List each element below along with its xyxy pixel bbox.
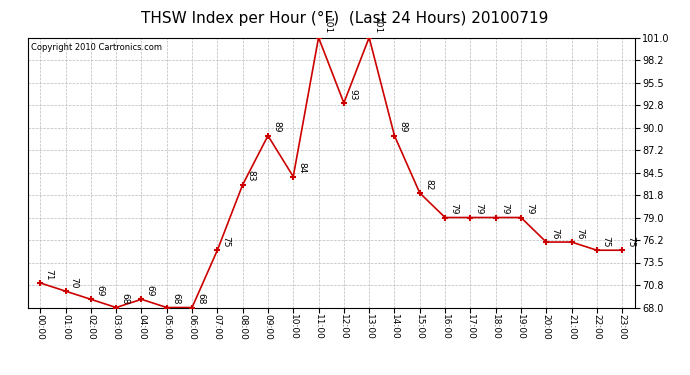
Text: 70: 70 bbox=[70, 277, 79, 288]
Text: 68: 68 bbox=[171, 293, 180, 305]
Text: Copyright 2010 Cartronics.com: Copyright 2010 Cartronics.com bbox=[30, 43, 161, 52]
Text: 76: 76 bbox=[551, 228, 560, 239]
Text: 71: 71 bbox=[44, 268, 53, 280]
Text: 89: 89 bbox=[399, 122, 408, 133]
Text: 75: 75 bbox=[601, 236, 610, 248]
Text: THSW Index per Hour (°F)  (Last 24 Hours) 20100719: THSW Index per Hour (°F) (Last 24 Hours)… bbox=[141, 11, 549, 26]
Text: 89: 89 bbox=[272, 122, 281, 133]
Text: 75: 75 bbox=[627, 236, 635, 248]
Text: 69: 69 bbox=[146, 285, 155, 297]
Text: 68: 68 bbox=[120, 293, 129, 305]
Text: 79: 79 bbox=[525, 203, 534, 215]
Text: 83: 83 bbox=[247, 171, 256, 182]
Text: 68: 68 bbox=[196, 293, 205, 305]
Text: 101: 101 bbox=[373, 18, 382, 35]
Text: 79: 79 bbox=[500, 203, 509, 215]
Text: 101: 101 bbox=[323, 18, 332, 35]
Text: 82: 82 bbox=[424, 179, 433, 190]
Text: 79: 79 bbox=[449, 203, 458, 215]
Text: 76: 76 bbox=[575, 228, 584, 239]
Text: 79: 79 bbox=[475, 203, 484, 215]
Text: 75: 75 bbox=[221, 236, 230, 248]
Text: 84: 84 bbox=[297, 162, 306, 174]
Text: 93: 93 bbox=[348, 88, 357, 100]
Text: 69: 69 bbox=[95, 285, 104, 297]
